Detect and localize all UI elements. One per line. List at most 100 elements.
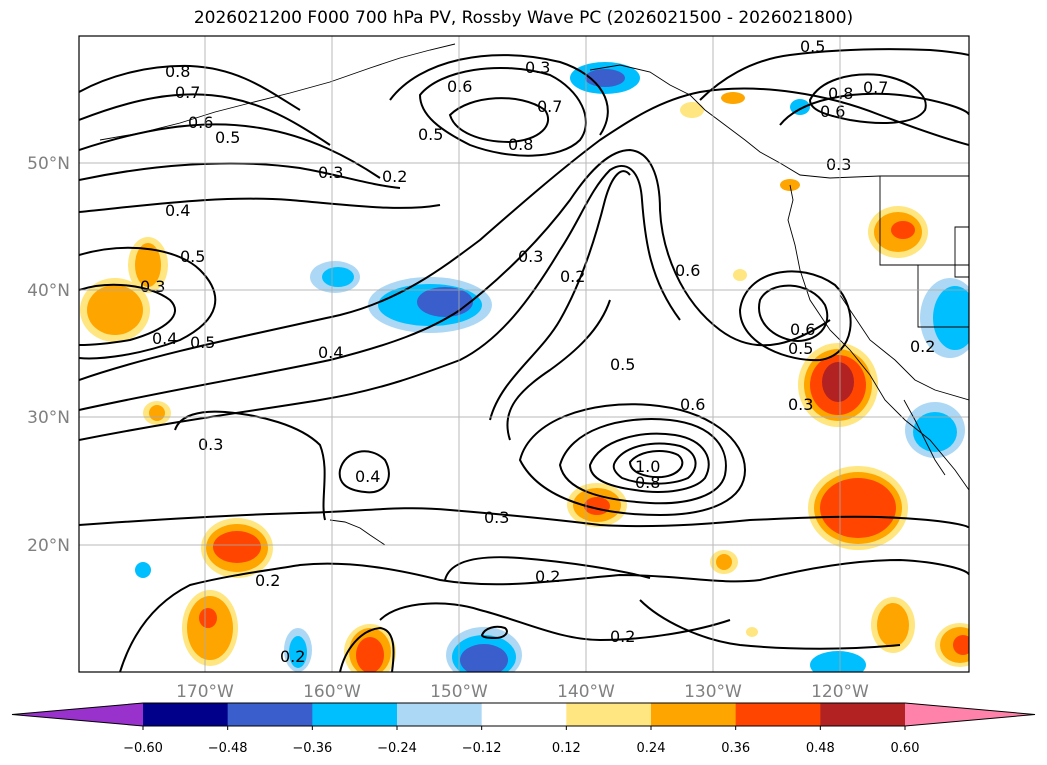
negative-anomaly-core — [460, 644, 508, 672]
colorbar-segment — [143, 703, 229, 726]
positive-anomaly-core — [356, 637, 384, 672]
colorbar-segment — [820, 703, 906, 726]
positive-anomaly-core — [199, 608, 217, 628]
negative-anomaly — [322, 267, 354, 287]
contour-label: 0.6 — [680, 395, 705, 414]
contour-label: 0.3 — [525, 58, 550, 77]
contour-label: 0.5 — [788, 339, 813, 358]
colorbar-tick-label: −0.60 — [123, 741, 163, 756]
negative-anomaly — [913, 412, 957, 452]
lon-label: 170°W — [176, 682, 234, 702]
colorbar-tick-label: 0.36 — [721, 741, 750, 756]
colorbar-segment — [397, 703, 483, 726]
contour-label: 0.5 — [180, 247, 205, 266]
gridlines — [79, 36, 969, 672]
contour-label: 0.3 — [788, 395, 813, 414]
map-title: 2026021200 F000 700 hPa PV, Rossby Wave … — [193, 8, 854, 28]
colorbar-tick-label: 0.48 — [806, 741, 835, 756]
contour-label: 1.0 — [635, 457, 660, 476]
positive-anomaly — [87, 285, 143, 335]
contour-label: 0.6 — [447, 77, 472, 96]
colorbar-segment — [566, 703, 652, 726]
contour-label: 0.3 — [518, 247, 543, 266]
colorbar-tick-label: −0.36 — [292, 741, 332, 756]
contour-labels: 0.8 0.7 0.6 0.5 0.3 0.2 0.6 0.5 0.8 0.7 … — [140, 37, 935, 666]
lat-label: 20°N — [27, 536, 70, 556]
contour-label: 0.7 — [863, 78, 888, 97]
positive-anomaly — [149, 405, 165, 421]
contour-label: 0.4 — [165, 201, 190, 220]
positive-anomaly — [721, 92, 745, 104]
colorbar-tick-label: 0.12 — [552, 741, 581, 756]
colorbar-tick-label: −0.24 — [377, 741, 417, 756]
contour-label: 0.3 — [140, 277, 165, 296]
positive-anomaly — [746, 627, 758, 637]
colorbar-tick-label: −0.12 — [462, 741, 502, 756]
contour-label: 0.7 — [175, 83, 200, 102]
pv-contours — [79, 48, 969, 672]
longitude-labels: 170°W 160°W 150°W 140°W 130°W 120°W — [176, 682, 869, 702]
contour-label: 0.5 — [215, 128, 240, 147]
positive-anomaly-core — [213, 531, 261, 563]
positive-anomaly — [877, 603, 909, 647]
lon-label: 160°W — [303, 682, 361, 702]
coastlines — [99, 43, 969, 546]
contour-label: 0.5 — [190, 333, 215, 352]
colorbar: −0.60 −0.48 −0.36 −0.24 −0.12 0.12 0.24 0.36 0.4… — [11, 702, 1036, 756]
colorbar-segment — [312, 703, 398, 726]
colorbar-segment — [481, 703, 567, 726]
contour-label: 0.5 — [418, 125, 443, 144]
contour-label: 0.4 — [318, 343, 343, 362]
map-area: 0.8 0.7 0.6 0.5 0.3 0.2 0.6 0.5 0.8 0.7 … — [79, 36, 969, 672]
contour-label: 0.2 — [280, 647, 305, 666]
colorbar-tick-label: 0.24 — [637, 741, 666, 756]
negative-anomaly-core — [417, 287, 473, 317]
contour-label: 0.2 — [382, 167, 407, 186]
positive-anomaly — [733, 269, 747, 281]
positive-anomaly-core — [822, 362, 854, 402]
colorbar-tick-label: 0.60 — [891, 741, 920, 756]
contour-label: 0.7 — [537, 97, 562, 116]
contour-label: 0.3 — [318, 163, 343, 182]
positive-anomaly — [680, 102, 704, 118]
colorbar-segment — [227, 703, 313, 726]
lat-label: 40°N — [27, 281, 70, 301]
positive-anomaly-core — [891, 221, 915, 239]
contour-label: 0.8 — [508, 135, 533, 154]
positive-anomaly-core — [820, 478, 896, 538]
lon-label: 120°W — [811, 682, 869, 702]
contour-label: 0.8 — [828, 84, 853, 103]
contour-label: 0.2 — [255, 571, 280, 590]
contour-label: 0.2 — [560, 267, 585, 286]
map-frame — [78, 35, 970, 673]
contour-label: 0.6 — [675, 261, 700, 280]
lon-label: 150°W — [430, 682, 488, 702]
lon-label: 140°W — [557, 682, 615, 702]
negative-anomaly — [810, 651, 866, 672]
colorbar-extend-max — [905, 703, 1035, 726]
contour-label: 0.4 — [355, 467, 380, 486]
contour-label: 0.5 — [610, 355, 635, 374]
positive-anomaly — [716, 554, 732, 570]
contour-label: 0.5 — [800, 37, 825, 56]
positive-anomaly — [187, 596, 233, 660]
negative-anomaly — [933, 286, 969, 350]
negative-anomaly — [289, 636, 307, 668]
contour-label: 0.3 — [198, 435, 223, 454]
lon-label: 130°W — [684, 682, 742, 702]
latitude-labels: 50°N 40°N 30°N 20°N — [27, 154, 70, 556]
contour-label: 0.8 — [635, 473, 660, 492]
lat-label: 50°N — [27, 154, 70, 174]
contour-label: 0.3 — [484, 508, 509, 527]
contour-label: 0.2 — [910, 337, 935, 356]
colorbar-extend-min — [12, 703, 143, 726]
negative-anomaly — [135, 562, 151, 578]
lat-label: 30°N — [27, 408, 70, 428]
contour-label: 0.6 — [820, 102, 845, 121]
contour-label: 0.3 — [826, 155, 851, 174]
colorbar-tick-label: −0.48 — [208, 741, 248, 756]
colorbar-segment — [651, 703, 737, 726]
contour-label: 0.4 — [152, 329, 177, 348]
contour-label: 0.6 — [790, 320, 815, 339]
